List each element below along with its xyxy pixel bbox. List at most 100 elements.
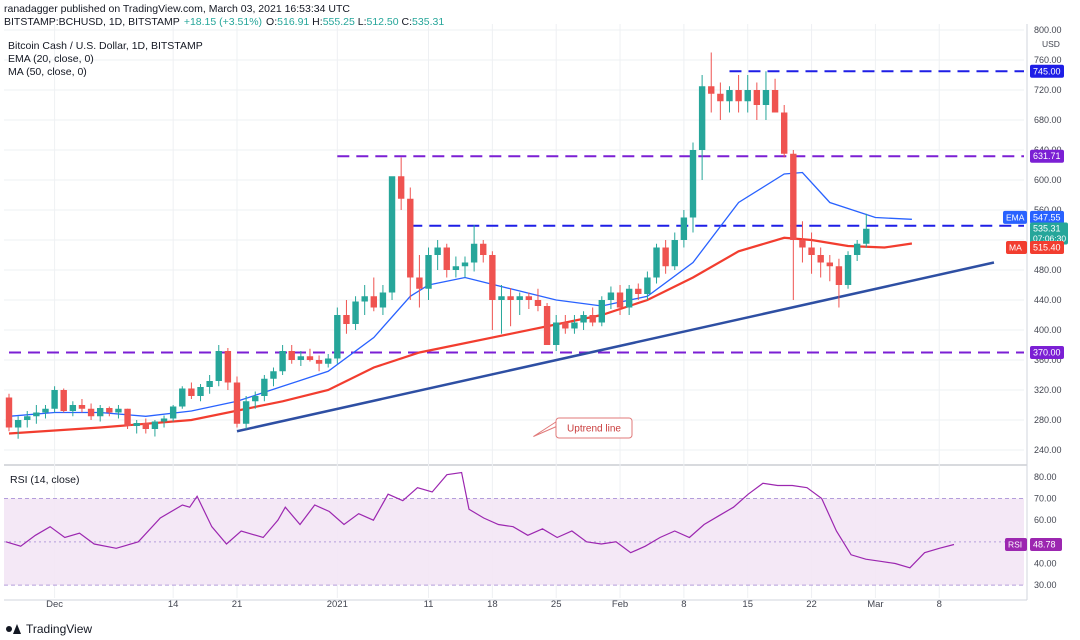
candle-body [252,396,259,402]
uptrend-line [236,261,995,433]
candle-body [781,112,788,154]
candle [762,71,770,120]
candle-body [507,296,514,300]
candle [106,406,113,417]
candle-body [580,315,587,323]
candle [151,420,159,437]
badge-631-text: 631.71 [1033,151,1061,161]
candle-body [179,388,186,407]
candle-body [534,300,542,306]
candle-body [188,388,195,396]
close-value: 535.31 [412,16,445,28]
candle-body [151,421,159,429]
price-tick-label: 480.00 [1034,265,1062,275]
candle-body [160,418,168,422]
candle-body [616,292,624,308]
candle [306,348,314,362]
legend-title: Bitcoin Cash / U.S. Dollar, 1D, BITSTAMP [8,40,203,52]
ma-tag-text: MA [1009,242,1022,252]
candle-body [407,198,414,278]
candle-body [334,315,341,359]
time-tick-label: 22 [806,599,817,610]
candle-body [808,247,815,255]
candle [33,405,40,424]
badge-ma: 515.40 [1030,240,1064,254]
ma-tag: MA [1006,240,1027,254]
candle [388,176,396,300]
candle [653,243,660,284]
candle-body [169,406,177,419]
ohlc-readout: O:516.91 H:555.25 L:512.50 C:535.31 [266,16,445,28]
ema-tag-text: EMA [1006,212,1025,222]
candle-body [835,266,843,285]
candle-body [261,378,268,396]
price-tick-label: 240.00 [1034,445,1062,455]
time-tick-label: 8 [681,599,686,610]
candle [434,240,441,270]
candle [288,345,295,364]
candle [708,52,715,113]
rsi-tick-label: 60.00 [1034,515,1057,525]
candle [680,210,688,248]
candle-body [662,247,669,267]
candle [662,240,669,274]
badge-370: 370.00 [1030,346,1064,359]
rsi-badge-label: RSI [1008,539,1022,549]
price-tick-label: 600.00 [1034,175,1062,185]
candle [188,382,195,399]
candle [817,247,824,278]
candle-body [124,408,131,426]
candle-body [607,292,615,300]
candle [315,355,323,372]
candle-body [97,408,104,417]
price-tick-label: 280.00 [1034,415,1062,425]
price-tick-label: 440.00 [1034,295,1062,305]
candle [598,296,605,327]
candle-body [352,301,359,324]
candle [425,247,432,300]
rsi-badge-tag [1005,537,1027,551]
candle [160,415,168,428]
candle [808,232,815,274]
candle-body [297,356,305,360]
candles-group [5,52,870,439]
price-tick-label: 400.00 [1034,325,1062,335]
candle-body [270,371,277,379]
candle [470,225,478,272]
candle-body [370,296,377,308]
rsi-tick-label: 80.00 [1034,472,1057,482]
candle-body [644,277,651,294]
candle-body [790,153,797,240]
candle [735,75,742,113]
time-tick-label: 8 [937,599,942,610]
rsi-badge-value: 48.78 [1033,539,1056,549]
candle-body [197,387,204,396]
candle-body [680,217,688,240]
badge-745-bg [1030,64,1064,78]
candle [698,75,706,180]
price-tick-label: 320.00 [1034,385,1062,395]
ma-tag-bg [1006,240,1027,254]
symbol-header: BITSTAMP:BCHUSD, 1D, BITSTAMP +18.15 (+3… [4,15,444,29]
candle-body [744,90,751,102]
candle [5,393,13,432]
symbol-label: BITSTAMP:BCHUSD, 1D, BITSTAMP [4,16,180,28]
candle [242,396,250,429]
candle [352,296,359,330]
candle-body [598,300,605,323]
candle [863,213,870,248]
candle [607,286,615,309]
candle-body [625,288,633,308]
candle [197,384,204,402]
rsi-tick-label: 30.00 [1034,580,1057,590]
candle-body [224,351,232,383]
candle [397,157,405,210]
time-tick-label: Feb [612,599,628,610]
publish-header: ranadagger published on TradingView.com,… [4,2,350,16]
candle-body [571,322,578,329]
badge-price-value: 535.31 [1033,224,1061,234]
candle-body [361,296,368,302]
change-label: +18.15 (+3.51%) [183,16,263,28]
candle [543,303,551,345]
